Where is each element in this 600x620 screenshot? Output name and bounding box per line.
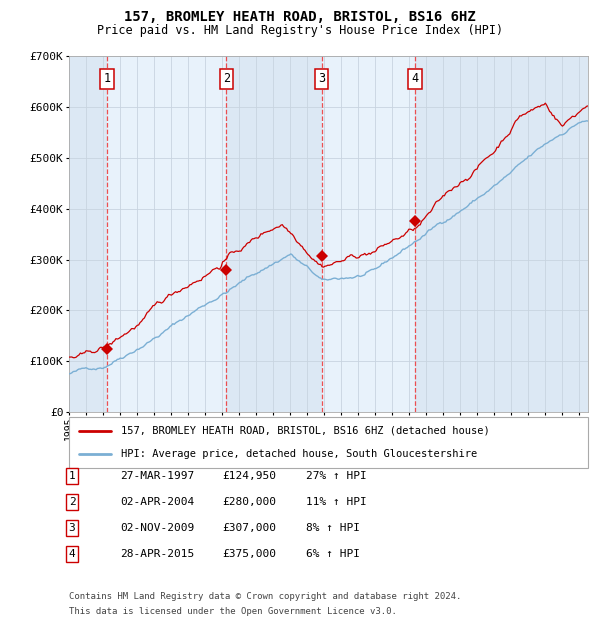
Text: 02-APR-2004: 02-APR-2004 [120,497,194,507]
Text: 4: 4 [68,549,76,559]
Text: 6% ↑ HPI: 6% ↑ HPI [306,549,360,559]
Text: 157, BROMLEY HEATH ROAD, BRISTOL, BS16 6HZ (detached house): 157, BROMLEY HEATH ROAD, BRISTOL, BS16 6… [121,426,490,436]
Text: Contains HM Land Registry data © Crown copyright and database right 2024.: Contains HM Land Registry data © Crown c… [69,592,461,601]
Text: This data is licensed under the Open Government Licence v3.0.: This data is licensed under the Open Gov… [69,608,397,616]
Text: 1: 1 [68,471,76,481]
Text: 2: 2 [68,497,76,507]
Text: 1: 1 [103,73,110,86]
Text: 4: 4 [411,73,418,86]
Text: £124,950: £124,950 [222,471,276,481]
Text: £280,000: £280,000 [222,497,276,507]
Text: Price paid vs. HM Land Registry's House Price Index (HPI): Price paid vs. HM Land Registry's House … [97,24,503,37]
Text: £375,000: £375,000 [222,549,276,559]
Bar [322,56,415,412]
Text: 02-NOV-2009: 02-NOV-2009 [120,523,194,533]
Text: 2: 2 [223,73,230,86]
Text: 28-APR-2015: 28-APR-2015 [120,549,194,559]
Text: 27-MAR-1997: 27-MAR-1997 [120,471,194,481]
Text: 11% ↑ HPI: 11% ↑ HPI [306,497,367,507]
Text: 3: 3 [318,73,325,86]
FancyBboxPatch shape [69,417,588,468]
Bar [69,56,107,412]
Text: 3: 3 [68,523,76,533]
Bar [415,56,588,412]
Text: 157, BROMLEY HEATH ROAD, BRISTOL, BS16 6HZ: 157, BROMLEY HEATH ROAD, BRISTOL, BS16 6… [124,11,476,24]
Bar [226,56,322,412]
Text: 27% ↑ HPI: 27% ↑ HPI [306,471,367,481]
Bar [107,56,226,412]
Text: HPI: Average price, detached house, South Gloucestershire: HPI: Average price, detached house, Sout… [121,450,477,459]
Text: £307,000: £307,000 [222,523,276,533]
Text: 8% ↑ HPI: 8% ↑ HPI [306,523,360,533]
